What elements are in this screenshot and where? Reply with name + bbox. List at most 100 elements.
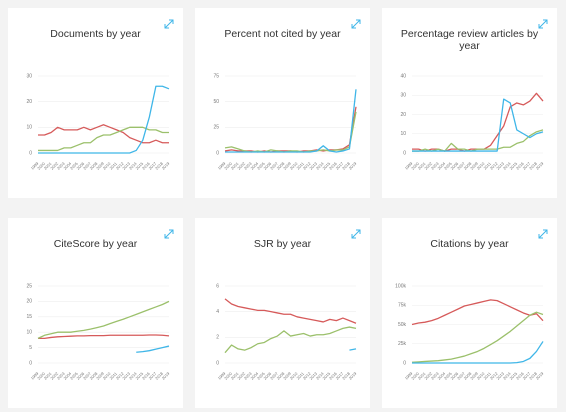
chart-card: CiteScore by year 0 5 10 15 20 25 1999 2000 2001 2… [8,218,183,408]
x-tick-label: 1999 [217,370,227,380]
x-tick-label: 2003 [56,370,66,380]
x-tick-label: 2017 [148,370,158,380]
x-tick-label: 2004 [62,160,72,170]
x-tick-label: 2013 [121,160,131,170]
x-tick-label: 2016 [515,160,525,170]
series-line [225,89,357,153]
chart: 025k50k75k100k19992000200120022003200420… [395,229,548,381]
chart-title: SJR by year [253,238,312,250]
expand-icon[interactable] [538,229,548,239]
x-tick-label: 2002 [236,160,246,170]
x-tick-label: 2002 [423,370,433,380]
x-tick-label: 2017 [522,160,532,170]
chart-card: Citations by year 0 25k 50k 75k 100k 1999 2000 2… [382,218,557,408]
x-tick-label: 2001 [43,370,53,380]
x-tick-label: 2013 [495,370,505,380]
x-tick-label: 2006 [449,160,459,170]
y-tick-label: 0 [29,150,32,156]
x-tick-label: 2008 [89,160,99,170]
x-tick-label: 2000 [223,370,233,380]
chart: 0102030401999200020012002200320042005200… [400,19,548,171]
x-tick-label: 2008 [276,370,286,380]
x-tick-label: 2004 [249,160,259,170]
x-tick-label: 2012 [489,160,499,170]
x-tick-label: 2014 [315,160,325,170]
x-tick-label: 2007 [82,370,92,380]
x-tick-label: 2007 [82,160,92,170]
x-tick-label: 2012 [302,160,312,170]
x-tick-label: 2015 [134,370,144,380]
series-line [412,98,544,152]
x-tick-label: 2002 [49,160,59,170]
x-tick-label: 2007 [269,160,279,170]
x-tick-label: 2009 [95,160,105,170]
y-tick-label: 25k [398,341,407,347]
x-tick-label: 2019 [348,160,358,170]
x-tick-label: 2001 [417,160,427,170]
series-line [224,106,357,153]
chart-card: Percentage review articles by year 0 10 20 3… [382,8,557,198]
x-tick-label: 2001 [417,370,427,380]
x-tick-label: 2010 [476,370,486,380]
x-tick-label: 2001 [230,370,240,380]
x-tick-label: 2015 [508,160,518,170]
chart-title: Percent not cited by year [224,28,341,40]
expand-icon[interactable] [351,229,361,239]
x-tick-label: 2010 [476,160,486,170]
x-tick-label: 2005 [443,160,453,170]
x-tick-label: 2003 [430,160,440,170]
expand-icon[interactable] [164,229,174,239]
y-tick-label: 6 [216,283,219,289]
x-tick-label: 2007 [269,370,279,380]
chart-title: Citations by year [430,238,509,250]
x-tick-label: 1999 [30,160,40,170]
x-tick-label: 2018 [528,160,538,170]
expand-icon[interactable] [351,19,361,29]
x-tick-label: 2019 [535,370,545,380]
x-tick-label: 2016 [141,160,151,170]
expand-arrow [538,19,548,29]
y-tick-label: 0 [29,360,32,366]
x-tick-label: 2012 [489,370,499,380]
chart-card: Percent not cited by year 0 25 50 75 1999 2000… [195,8,370,198]
y-tick-label: 75k [398,303,407,309]
x-tick-label: 2006 [75,160,85,170]
x-tick-label: 2016 [328,160,338,170]
y-tick-label: 30 [26,73,32,79]
expand-icon[interactable] [164,19,174,29]
x-tick-label: 2008 [463,160,473,170]
y-tick-label: 4 [216,309,219,315]
x-tick-label: 2017 [335,370,345,380]
y-tick-label: 25 [26,283,32,289]
x-tick-label: 2000 [410,160,420,170]
x-tick-label: 2002 [423,160,433,170]
x-tick-label: 2009 [282,370,292,380]
x-tick-label: 2019 [535,160,545,170]
x-tick-label: 2002 [236,370,246,380]
x-tick-label: 2004 [62,370,72,380]
expand-arrow [351,19,361,29]
expand-arrow [164,229,174,239]
x-tick-label: 2018 [154,160,164,170]
expand-arrow [351,229,361,239]
x-tick-label: 2004 [249,370,259,380]
series-line [224,111,357,153]
chart: 0510152025199920002001200220032004200520… [26,229,174,381]
x-tick-label: 2013 [308,160,318,170]
series-line [224,326,357,354]
chart-title: CiteScore by year [53,238,138,250]
y-tick-label: 50k [398,322,407,328]
y-tick-label: 20 [26,99,32,105]
x-tick-label: 2009 [469,160,479,170]
x-tick-label: 2011 [108,160,118,170]
x-tick-label: 2010 [289,160,299,170]
x-tick-label: 2000 [36,160,46,170]
x-tick-label: 2009 [469,370,479,380]
expand-icon[interactable] [538,19,548,29]
x-tick-label: 2010 [102,160,112,170]
chart-title: Percentage review articles by year [400,28,539,52]
x-tick-label: 2007 [456,370,466,380]
series-line [38,334,170,340]
x-tick-label: 2011 [108,370,118,380]
x-tick-label: 2005 [69,370,79,380]
